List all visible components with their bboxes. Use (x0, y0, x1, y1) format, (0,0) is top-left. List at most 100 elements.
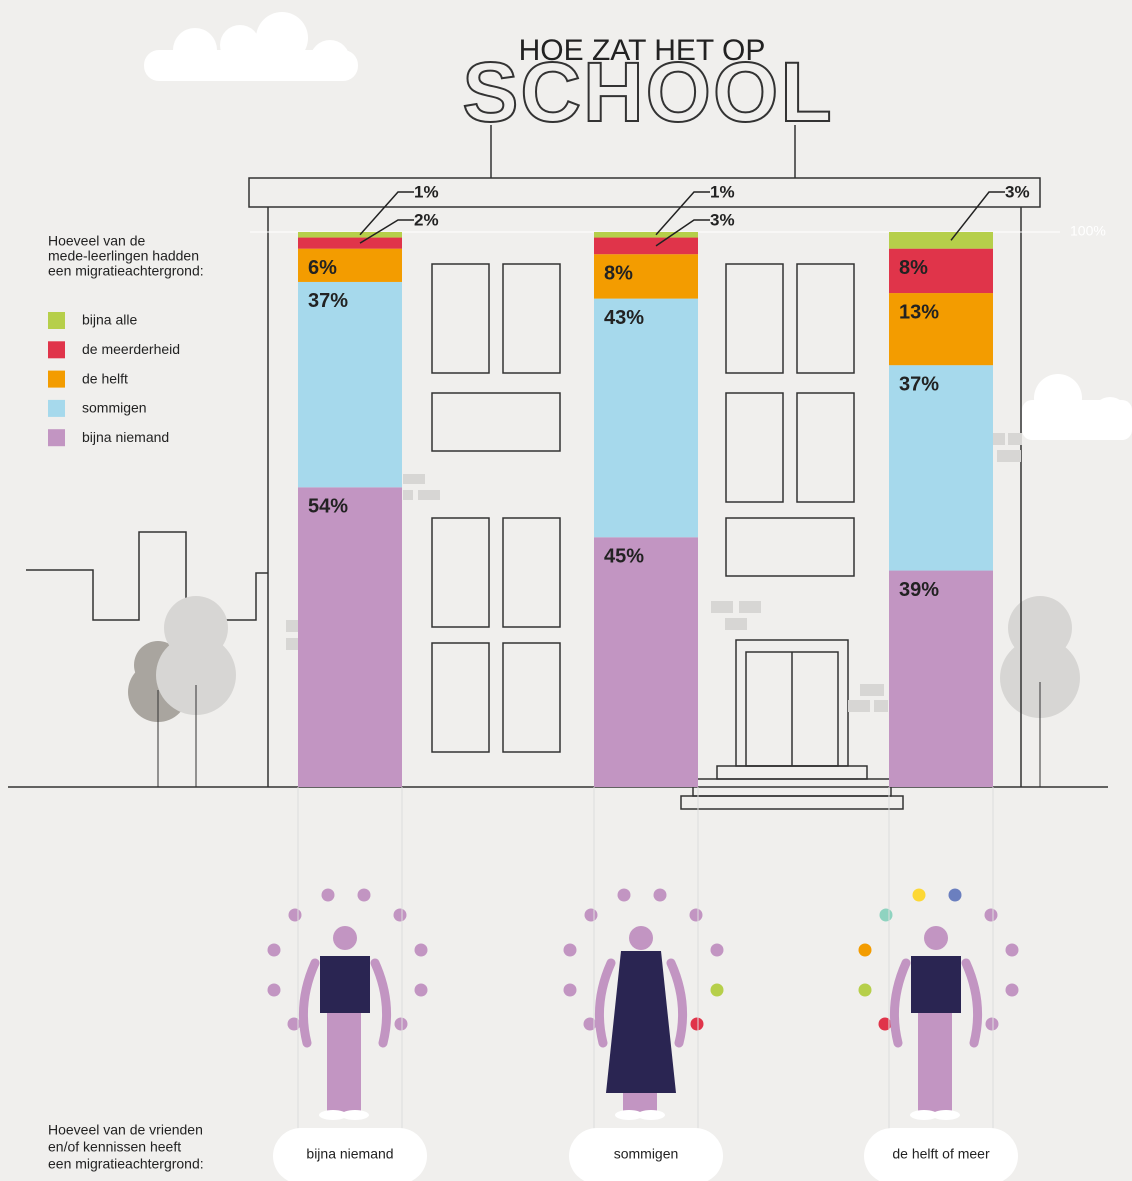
dot (878, 1017, 892, 1031)
dot (287, 1017, 301, 1031)
shoe (637, 1110, 665, 1120)
value-label: 39% (899, 579, 939, 601)
head (333, 926, 357, 950)
dot (984, 908, 998, 922)
shoe (932, 1110, 960, 1120)
shoe (341, 1110, 369, 1120)
value-label: 37% (899, 373, 939, 395)
legend-title: Hoeveel van de (48, 233, 146, 249)
x-axis-title: een migratieachtergrond: (48, 1156, 204, 1172)
leader-line (359, 191, 414, 236)
bar-segment (889, 365, 993, 571)
dot (563, 943, 577, 957)
dot (948, 888, 962, 902)
bar-segment (298, 487, 402, 787)
leader-line (359, 219, 414, 244)
value-label: 1% (710, 182, 735, 201)
leg (918, 1013, 952, 1113)
dot (583, 1017, 597, 1031)
dot (858, 983, 872, 997)
legend-swatch (48, 370, 65, 388)
bar-segment (594, 298, 698, 538)
dot (653, 888, 667, 902)
dot (617, 888, 631, 902)
dot (1005, 943, 1019, 957)
value-label: 3% (1005, 182, 1030, 201)
tree (128, 596, 1080, 787)
shoe (615, 1110, 643, 1120)
x-tick-label: de helft of meer (892, 1146, 990, 1162)
body (320, 956, 370, 1013)
x-axis-title: Hoeveel van de vrienden (48, 1122, 203, 1138)
value-label: 2% (414, 210, 439, 229)
body (606, 951, 676, 1093)
dot (288, 908, 302, 922)
dot (393, 908, 407, 922)
dot (710, 943, 724, 957)
bar-segment (298, 281, 402, 488)
bar-segment (594, 254, 698, 299)
dot (321, 888, 335, 902)
dot (357, 888, 371, 902)
x-axis-title: en/of kennissen heeft (48, 1139, 181, 1155)
body (911, 956, 961, 1013)
dot (584, 908, 598, 922)
value-label: 3% (710, 210, 735, 229)
dot (267, 943, 281, 957)
value-label: 37% (308, 290, 348, 312)
category-pill (569, 1128, 723, 1181)
cloud (144, 12, 1132, 440)
people (267, 888, 1019, 1120)
leader-line (655, 219, 710, 247)
bar-segment (298, 248, 402, 282)
shoe (910, 1110, 938, 1120)
category-pill (864, 1128, 1018, 1181)
value-label: 8% (604, 262, 633, 284)
legend-label: bijna niemand (82, 429, 169, 445)
dot (690, 1017, 704, 1031)
dot (414, 943, 428, 957)
chart-subtitle: SCHOOL (462, 45, 833, 139)
legend-label: de meerderheid (82, 341, 180, 357)
legend-swatch (48, 429, 65, 447)
brick (286, 433, 1022, 712)
value-label: 8% (899, 257, 928, 279)
leg (327, 1013, 361, 1113)
head (924, 926, 948, 950)
bar-segment (889, 232, 993, 249)
legend-title: een migratieachtergrond: (48, 263, 204, 279)
value-label: 54% (308, 496, 348, 518)
legend-label: sommigen (82, 400, 147, 416)
chart-title: HOE ZAT HET OP (519, 34, 766, 67)
dot (710, 983, 724, 997)
value-label: 6% (308, 257, 337, 279)
leader-line (950, 191, 1005, 241)
dot (689, 908, 703, 922)
bar-segment (889, 248, 993, 294)
dot (267, 983, 281, 997)
category-pill (273, 1128, 427, 1181)
arms (889, 958, 983, 1048)
dot (394, 1017, 408, 1031)
legend-label: de helft (82, 370, 128, 386)
x-tick-label: bijna niemand (306, 1146, 393, 1162)
bar-segment (594, 537, 698, 787)
value-label: 43% (604, 307, 644, 329)
x-tick-label: sommigen (614, 1146, 679, 1162)
dot (563, 983, 577, 997)
arms (298, 958, 392, 1048)
dot (912, 888, 926, 902)
legend-title: mede-leerlingen hadden (48, 248, 199, 264)
bar-segment (889, 293, 993, 366)
legend-swatch (48, 399, 65, 417)
leader-line (655, 191, 710, 236)
bar-segment (889, 570, 993, 787)
dot (858, 943, 872, 957)
bar-segment (594, 237, 698, 255)
value-label: 13% (899, 301, 939, 323)
legend-label: bijna alle (82, 312, 137, 328)
arms (594, 958, 688, 1048)
legend-swatch (48, 341, 65, 359)
head (629, 926, 653, 950)
